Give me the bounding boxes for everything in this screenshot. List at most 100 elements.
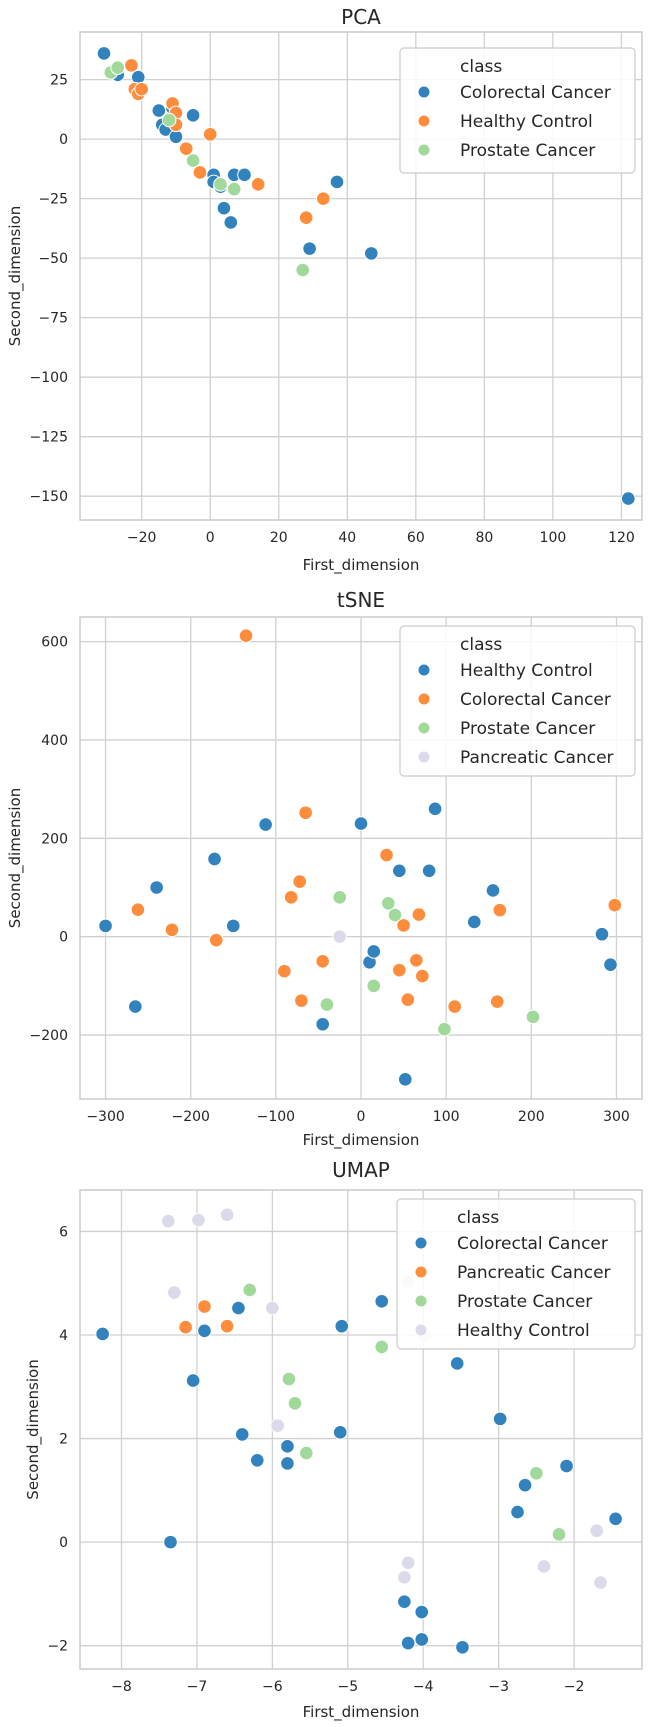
- legend-entry: Healthy Control: [457, 1321, 590, 1341]
- data-point: [160, 1213, 176, 1229]
- data-point: [332, 929, 348, 944]
- x-tick-label: −8: [111, 1679, 132, 1695]
- x-tick-label: 100: [540, 530, 567, 546]
- legend-marker: [414, 1265, 428, 1279]
- data-point: [124, 58, 139, 73]
- y-axis-label: Second_dimension: [24, 1359, 43, 1499]
- data-point: [319, 997, 335, 1012]
- y-tick-label: −150: [30, 489, 68, 505]
- x-tick-label: −200: [171, 1109, 209, 1125]
- x-tick-label: 120: [608, 530, 635, 546]
- data-point: [525, 1009, 541, 1025]
- data-point: [219, 1318, 235, 1334]
- data-point: [216, 200, 232, 216]
- series-colorectal-cancer: [95, 1294, 623, 1655]
- data-point: [226, 181, 242, 197]
- chart-title: UMAP: [332, 1158, 390, 1182]
- plot-frame: [79, 1189, 643, 1670]
- data-point: [392, 863, 407, 879]
- data-point: [270, 1418, 285, 1433]
- data-point: [258, 817, 273, 832]
- data-point: [374, 1294, 390, 1309]
- data-point: [620, 491, 636, 506]
- data-point: [249, 1453, 265, 1468]
- data-point: [392, 962, 407, 978]
- data-point: [281, 1371, 297, 1387]
- data-point: [489, 994, 505, 1009]
- x-tick-label: −2: [564, 1679, 585, 1695]
- y-tick-label: −200: [30, 1028, 68, 1044]
- data-point: [366, 978, 382, 994]
- series-pancreatic-cancer: [332, 929, 348, 944]
- series-healthy-control: [98, 801, 618, 1087]
- legend-entry: Colorectal Cancer: [460, 83, 611, 103]
- data-point: [536, 1559, 552, 1574]
- legend-entry: Healthy Control: [460, 661, 593, 681]
- data-point: [315, 953, 330, 969]
- y-tick-label: 400: [41, 733, 68, 749]
- data-point: [208, 932, 224, 948]
- data-point: [265, 1300, 280, 1316]
- series-pancreatic-cancer: [178, 1299, 235, 1335]
- series-colorectal-cancer: [130, 628, 623, 1014]
- data-point: [400, 1635, 416, 1651]
- y-axis-label: Second_dimension: [6, 206, 25, 346]
- data-point: [397, 1072, 413, 1087]
- data-point: [427, 801, 443, 817]
- x-tick-label: 20: [270, 530, 288, 546]
- data-point: [231, 1300, 246, 1316]
- y-tick-label: 600: [41, 635, 68, 651]
- data-point: [529, 1465, 544, 1481]
- plot-frame: [79, 31, 643, 521]
- data-point: [449, 1356, 465, 1371]
- legend-title: class: [460, 57, 502, 77]
- data-point: [329, 174, 345, 190]
- data-point: [197, 1299, 212, 1314]
- x-tick-label: 60: [407, 530, 425, 546]
- data-point: [134, 81, 149, 97]
- data-point: [415, 968, 430, 984]
- data-point: [492, 1411, 508, 1427]
- data-point: [185, 108, 201, 123]
- data-point: [295, 262, 311, 278]
- legend-entry: Pancreatic Cancer: [460, 748, 614, 768]
- legend-marker: [414, 1236, 428, 1250]
- chart-title: tSNE: [337, 588, 385, 612]
- data-point: [242, 1282, 258, 1298]
- y-tick-label: 2: [59, 1432, 68, 1448]
- data-point: [559, 1458, 574, 1474]
- series-prostate-cancer: [103, 60, 311, 278]
- data-point: [192, 165, 208, 180]
- data-point: [302, 241, 317, 256]
- data-point: [96, 46, 112, 61]
- data-point: [163, 1534, 178, 1550]
- data-point: [409, 953, 424, 968]
- y-tick-label: 200: [41, 831, 68, 847]
- x-tick-label: −20: [127, 530, 157, 546]
- legend-box: [396, 1198, 636, 1350]
- series-healthy-control: [124, 58, 331, 225]
- x-tick-label: 300: [603, 1109, 630, 1125]
- data-point: [238, 628, 254, 643]
- legend-entry: Healthy Control: [460, 112, 593, 132]
- data-point: [396, 918, 411, 933]
- data-point: [166, 1285, 182, 1300]
- legend-marker: [417, 721, 431, 735]
- data-point: [492, 902, 508, 918]
- series-prostate-cancer: [319, 890, 541, 1037]
- data-point: [366, 944, 382, 959]
- data-point: [411, 907, 427, 922]
- data-point: [197, 1323, 212, 1339]
- data-point: [455, 1639, 470, 1655]
- legend-marker: [417, 692, 431, 706]
- legend: class Colorectal Cancer Healthy Control Pro…: [399, 47, 636, 174]
- data-point: [421, 863, 437, 879]
- chart-panel-2: −8 −7 −6 −5 −4 −3 −2 6 4 2 0 −2 UMAP First_dimension S…: [24, 1158, 643, 1722]
- plot-frame: [79, 616, 643, 1100]
- data-point: [607, 897, 623, 913]
- chart-panel-1: −300 −200 −100 0 100 200 300 600 400 200 0 −200 tSNE…: [6, 588, 643, 1150]
- data-point: [95, 1326, 110, 1342]
- x-axis-label: First_dimension: [303, 1703, 420, 1722]
- x-axis-label: First_dimension: [303, 556, 420, 575]
- data-point: [332, 890, 348, 905]
